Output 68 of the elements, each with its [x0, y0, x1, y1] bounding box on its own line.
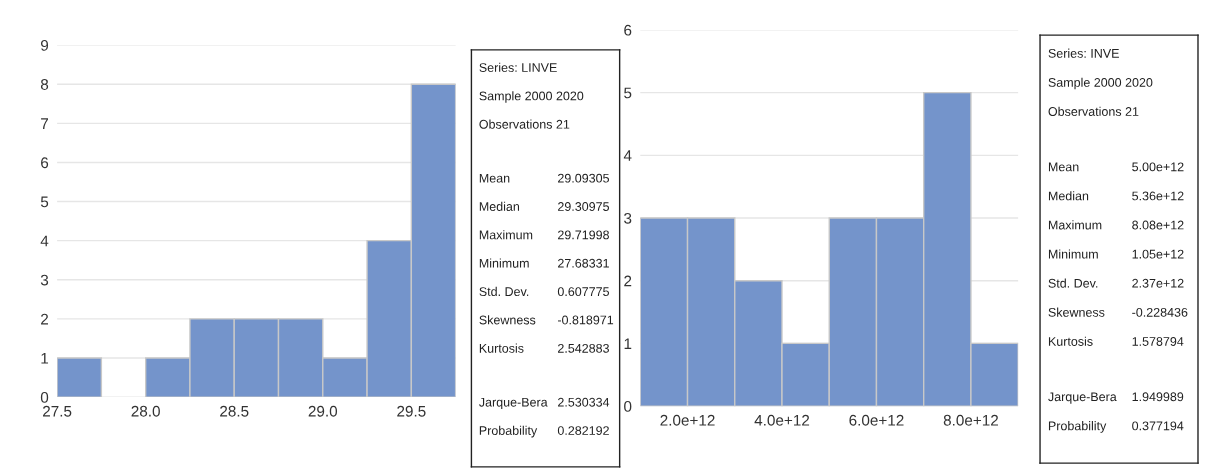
y-tick-label: 1	[624, 338, 632, 349]
text: 1.05e+12	[1132, 249, 1184, 259]
y-tick-label: 3	[40, 274, 49, 286]
text: 8.08e+12	[1132, 220, 1184, 230]
text: Mean	[479, 173, 510, 183]
text: Series: LINVE	[479, 62, 557, 72]
x-tick-label: 29.0	[308, 405, 338, 417]
y-tick-label: 9	[40, 39, 49, 51]
text: Skewness	[479, 315, 536, 325]
x-tick-label: 28.5	[220, 405, 249, 417]
text: Probability	[1048, 421, 1107, 433]
y-tick-label: 6	[41, 157, 49, 169]
text: Maximum	[479, 230, 533, 240]
x-tick-label: 27.5	[43, 405, 72, 417]
text: 2.37e+12	[1132, 278, 1184, 288]
text: Series: INVE	[1048, 48, 1119, 58]
text: 1.578794	[1132, 337, 1184, 346]
text: Skewness	[1048, 307, 1105, 317]
y-tick-label: 7	[41, 118, 49, 129]
text: Mean	[1048, 162, 1079, 172]
text: -0.818971	[557, 315, 614, 325]
text: 0.607775	[557, 287, 610, 297]
text: 0.282192	[557, 426, 609, 435]
y-tick-label: 8	[40, 79, 49, 90]
text: Probability	[479, 425, 538, 438]
x-tick-label: 8.0e+12	[943, 414, 998, 426]
text: Minimum	[479, 258, 529, 268]
text: Kurtosis	[1048, 336, 1093, 346]
text: 29.30975	[558, 202, 610, 211]
y-tick-label: 5	[624, 87, 632, 99]
x-tick-label: 28.0	[131, 405, 160, 417]
text: Median	[1048, 191, 1089, 201]
y-tick-label: 4	[40, 235, 49, 247]
y-tick-label: 5	[40, 196, 49, 208]
y-tick-label: 0	[624, 400, 632, 412]
text: Minimum	[1048, 249, 1098, 259]
text: 5.00e+12	[1132, 162, 1184, 172]
y-tick-label: 1	[41, 353, 49, 364]
x-tick-label: 29.5	[397, 405, 426, 417]
text: Observations 21	[1048, 106, 1139, 116]
x-tick-label: 6.0e+12	[849, 414, 904, 426]
text: Sample 2000 2020	[1048, 77, 1153, 90]
text: 29.09305	[558, 173, 610, 183]
text: Median	[479, 201, 520, 211]
x-tick-label: 4.0e+12	[754, 414, 810, 426]
text: 2.542883	[558, 343, 609, 353]
text: Std. Dev.	[1048, 278, 1098, 288]
y-tick-label: 2	[41, 313, 49, 325]
text: 29.71998	[558, 230, 609, 240]
y-tick-label: 2	[624, 275, 632, 287]
y-tick-label: 6	[624, 24, 632, 36]
text: Std. Dev.	[479, 286, 529, 297]
y-tick-label: 0	[40, 391, 49, 403]
text: -0.228436	[1132, 307, 1188, 317]
x-tick-label: 2.0e+12	[660, 414, 715, 426]
text: 5.36e+12	[1132, 191, 1184, 201]
text: Sample 2000 2020	[479, 91, 584, 103]
text: 1.949989	[1132, 392, 1184, 402]
y-tick-label: 4	[623, 150, 632, 161]
text: 2.530334	[558, 397, 610, 407]
text: Maximum	[1048, 220, 1102, 230]
text: Observations 21	[479, 119, 570, 129]
text: Jarque-Bera	[1048, 392, 1117, 404]
text: Jarque-Bera	[479, 397, 548, 410]
y-tick-label: 3	[624, 212, 632, 224]
text: Kurtosis	[479, 343, 524, 353]
text: 27.68331	[558, 258, 609, 268]
text: 0.377194	[1132, 421, 1184, 431]
